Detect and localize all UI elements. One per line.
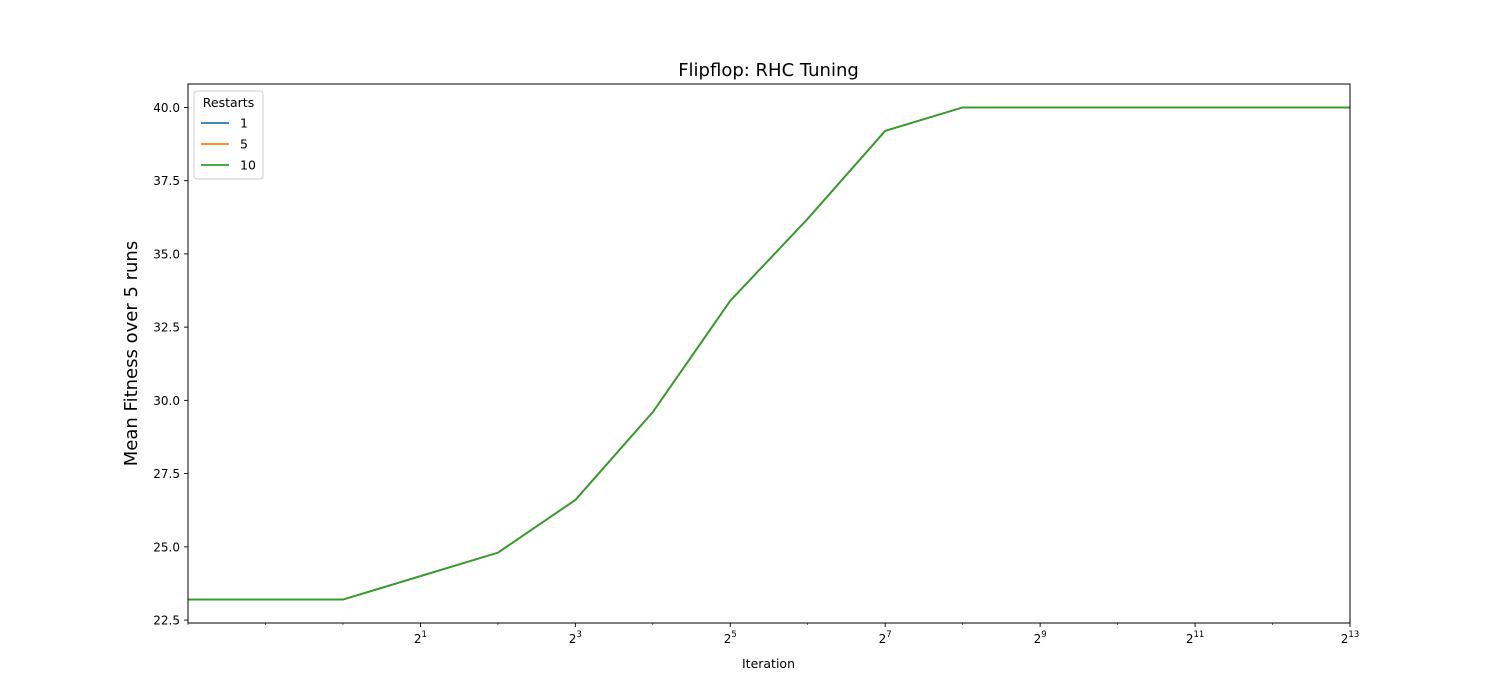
series-line-5	[188, 106, 1350, 601]
x-axis-title: Iteration	[742, 656, 795, 671]
x-tick-label: 23	[569, 630, 582, 646]
series-line-1	[188, 106, 1350, 601]
axes-frame	[187, 83, 1351, 624]
y-tick-label: 25.0	[153, 540, 180, 554]
axes: 21 23 25 27 29 211 213 22.5 25.0 27.5 30.0 32.5 35.0…	[153, 83, 1359, 646]
y-tick-label: 22.5	[153, 614, 180, 628]
legend-title: Restarts	[203, 95, 254, 110]
x-tick-label: 213	[1341, 630, 1359, 646]
y-axis-title: Mean Fitness over 5 runs	[121, 241, 142, 466]
plot-area	[188, 106, 1350, 601]
x-tick-label: 21	[414, 630, 427, 646]
y-tick-label: 32.5	[153, 321, 180, 335]
y-tick-label: 40.0	[153, 101, 180, 115]
x-tick-label: 27	[879, 630, 892, 646]
series-line-10	[188, 106, 1350, 601]
legend-box	[193, 90, 264, 180]
legend-label-10: 10	[240, 158, 256, 173]
y-tick-label: 30.0	[153, 394, 180, 408]
legend-label-5: 5	[240, 137, 248, 152]
chart-title: Flipflop: RHC Tuning	[678, 60, 859, 81]
legend: Restarts 1 5 10	[193, 90, 264, 180]
y-tick-label: 27.5	[153, 467, 180, 481]
x-tick-label: 25	[724, 630, 737, 646]
y-tick-label: 35.0	[153, 247, 180, 261]
x-tick-label: 29	[1034, 630, 1047, 646]
x-tick-label: 211	[1186, 630, 1204, 646]
legend-label-1: 1	[240, 116, 248, 131]
y-tick-label: 37.5	[153, 174, 180, 188]
